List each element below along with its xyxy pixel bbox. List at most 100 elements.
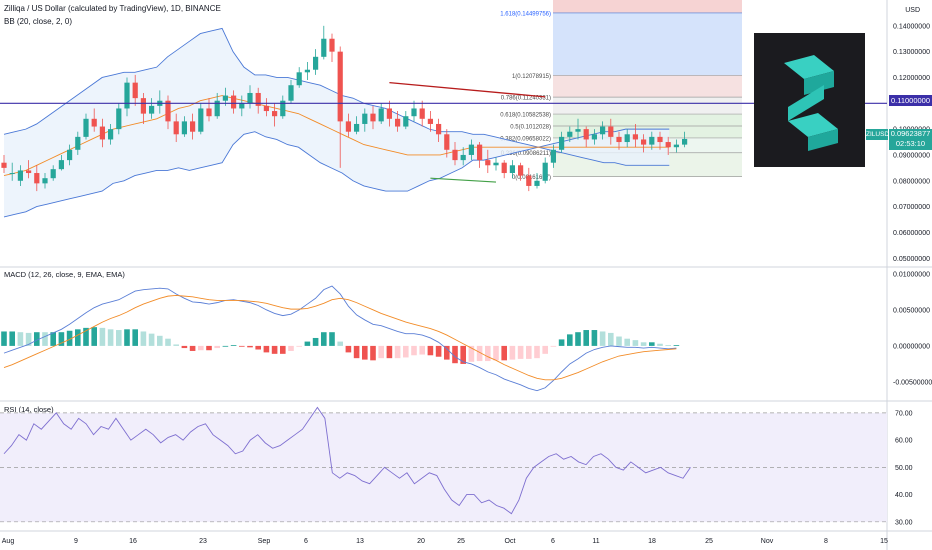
- rsi-label: RSI (14, close): [4, 405, 54, 414]
- macd-histogram-bar: [591, 330, 598, 346]
- time-tick: 6: [551, 538, 555, 545]
- candle-body: [386, 108, 392, 119]
- macd-histogram-bar: [353, 345, 360, 359]
- macd-histogram-bar: [321, 332, 327, 346]
- macd-histogram-bar: [485, 345, 491, 362]
- candle-body: [452, 149, 458, 161]
- candle-body: [436, 123, 442, 135]
- macd-histogram-bar: [411, 345, 417, 356]
- candle-body: [550, 149, 556, 163]
- macd-tick: 0.01000000: [893, 271, 930, 278]
- macd-histogram-bar: [34, 332, 40, 346]
- time-tick: 9: [74, 538, 78, 545]
- candle-body: [657, 136, 663, 143]
- macd-histogram-bar: [181, 345, 188, 349]
- candle-body: [509, 165, 515, 174]
- rsi-line: [3, 406, 691, 515]
- candle-body: [559, 136, 565, 150]
- price-label-last: 0.09623877 02:53:10: [889, 129, 932, 150]
- candle-body: [616, 136, 622, 143]
- macd-tick: 0.00500000: [893, 307, 930, 314]
- macd-histogram-bar: [189, 345, 196, 351]
- macd-histogram-bar: [116, 330, 122, 346]
- macd-histogram-bar: [517, 345, 524, 359]
- bar-countdown: 02:53:10: [895, 139, 926, 148]
- candle-body: [419, 108, 425, 119]
- bb-fill: [4, 28, 670, 217]
- candle-body: [313, 56, 319, 70]
- macd-histogram-bar: [542, 345, 548, 354]
- macd-histogram-bar: [222, 345, 229, 347]
- candle-body: [575, 129, 581, 132]
- macd-histogram-bar: [304, 341, 311, 346]
- macd-tick: 0.00000000: [893, 343, 930, 350]
- macd-line: [3, 285, 677, 392]
- candle-body: [9, 173, 15, 175]
- candle-body: [673, 144, 679, 148]
- macd-histogram-bar: [657, 343, 663, 346]
- fib-zone: [553, 97, 742, 115]
- candle-body: [288, 85, 294, 101]
- macd-histogram-bar: [148, 333, 155, 346]
- candle-body: [477, 144, 483, 161]
- candle-body: [140, 98, 146, 114]
- time-tick: 20: [417, 538, 425, 545]
- candle-body: [600, 126, 606, 135]
- fib-zone: [553, 75, 742, 98]
- price-tick: 0.13000000: [893, 49, 930, 56]
- macd-histogram-bar: [460, 345, 466, 364]
- macd-histogram-bar: [280, 345, 286, 354]
- macd-histogram-bar: [558, 339, 565, 346]
- candle-body: [370, 113, 376, 122]
- candle-body: [173, 121, 179, 135]
- fib-level-label: 0(0.08161697): [512, 175, 551, 181]
- price-label-hline: 0.11000000: [889, 95, 932, 106]
- time-tick: Aug: [2, 538, 15, 545]
- macd-histogram-bar: [42, 332, 48, 346]
- candle-body: [255, 92, 261, 106]
- drawings[interactable]: [0, 81, 887, 183]
- candle-body: [17, 170, 23, 181]
- macd-histogram-bar: [17, 332, 24, 346]
- candle-body: [206, 108, 212, 117]
- macd-histogram-bar: [649, 342, 655, 346]
- fib-level-label: 1.618(0.14499756): [500, 11, 551, 17]
- candle-body: [632, 134, 638, 140]
- macd-histogram-bar: [419, 345, 425, 355]
- macd-histogram-bar: [567, 334, 573, 346]
- macd-histogram-bar: [157, 335, 163, 346]
- candle-body: [296, 72, 302, 86]
- macd-histogram-bar: [616, 336, 622, 346]
- candle-body: [50, 169, 56, 179]
- candle-body: [149, 105, 155, 114]
- candle-body: [58, 160, 64, 170]
- candle-body: [427, 118, 433, 124]
- macd-histogram-bar: [337, 341, 343, 346]
- candle-body: [1, 162, 7, 168]
- candle-body: [231, 95, 237, 109]
- candle-body: [214, 100, 220, 117]
- fib-level-label: 1(0.12078915): [512, 74, 551, 80]
- candle-body: [198, 108, 204, 132]
- candle-body: [34, 173, 40, 184]
- time-tick: 11: [592, 538, 599, 545]
- candle-body: [411, 108, 417, 117]
- time-axis[interactable]: Aug 9 16 23 Sep 6 13 20 25 Oct 6 11 18 25 Nov 8 15: [2, 538, 888, 545]
- macd-histogram-bar: [107, 329, 114, 346]
- candle-body: [362, 113, 368, 124]
- macd-histogram-bar: [575, 332, 581, 346]
- macd-histogram-bar: [1, 331, 7, 346]
- macd-histogram-bar: [452, 345, 458, 364]
- trend-line-resistance: [389, 81, 546, 98]
- time-tick: 25: [705, 538, 713, 545]
- candle-body: [26, 170, 32, 174]
- bb-upper-line: [3, 27, 670, 166]
- indicator-label-bb[interactable]: BB (20, close, 2, 0): [4, 17, 73, 26]
- candle-body: [583, 129, 589, 140]
- price-tick: 0.07000000: [893, 204, 930, 211]
- candle-body: [624, 134, 630, 143]
- price-tick: 0.05000000: [893, 256, 930, 263]
- macd-histogram-bar: [25, 332, 32, 346]
- macd-histogram-bar: [75, 329, 81, 346]
